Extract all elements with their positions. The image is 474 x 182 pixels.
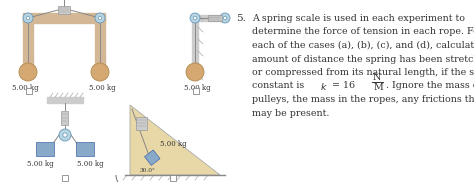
Text: amount of distance the spring has been stretched: amount of distance the spring has been s…	[252, 54, 474, 64]
Bar	[76, 142, 94, 156]
Bar	[26, 88, 32, 94]
Bar	[193, 88, 199, 94]
Circle shape	[63, 133, 67, 137]
Circle shape	[95, 13, 105, 23]
Polygon shape	[145, 150, 160, 165]
Text: or compressed from its natural length, if the spring: or compressed from its natural length, i…	[252, 68, 474, 77]
Bar	[62, 175, 68, 181]
Text: = 16: = 16	[329, 82, 355, 90]
Text: each of the cases (a), (b), (c), and (d), calculate the: each of the cases (a), (b), (c), and (d)…	[252, 41, 474, 50]
Circle shape	[193, 16, 197, 20]
Bar	[208, 15, 222, 21]
Bar	[58, 6, 70, 14]
Circle shape	[91, 63, 109, 81]
Text: N: N	[373, 72, 382, 82]
Bar	[170, 175, 176, 181]
Text: 5.00 kg: 5.00 kg	[89, 84, 115, 92]
Text: 5.00 kg: 5.00 kg	[77, 160, 103, 168]
Bar	[62, 110, 69, 124]
Circle shape	[223, 16, 227, 20]
Circle shape	[19, 63, 37, 81]
Circle shape	[59, 129, 71, 141]
Text: may be present.: may be present.	[252, 108, 329, 118]
Circle shape	[220, 13, 230, 23]
Text: 30.0°: 30.0°	[140, 168, 156, 173]
Text: . Ignore the mass of the: . Ignore the mass of the	[386, 82, 474, 90]
Text: $k$: $k$	[320, 82, 328, 92]
Text: 5.00 kg: 5.00 kg	[12, 84, 38, 92]
Text: M: M	[374, 84, 384, 92]
Text: 5.: 5.	[236, 14, 246, 23]
Circle shape	[26, 16, 30, 20]
Text: 5.00 kg: 5.00 kg	[184, 84, 210, 92]
Bar	[36, 142, 54, 156]
Polygon shape	[130, 105, 220, 175]
Bar	[137, 116, 147, 130]
Circle shape	[186, 63, 204, 81]
Text: determine the force of tension in each rope. For: determine the force of tension in each r…	[252, 27, 474, 37]
Text: 5.00 kg: 5.00 kg	[27, 160, 53, 168]
Circle shape	[23, 13, 33, 23]
Text: A spring scale is used in each experiment to: A spring scale is used in each experimen…	[252, 14, 465, 23]
Circle shape	[98, 16, 102, 20]
Circle shape	[190, 13, 200, 23]
Text: pulleys, the mass in the ropes, any frictions that: pulleys, the mass in the ropes, any fric…	[252, 95, 474, 104]
Text: 5.00 kg: 5.00 kg	[160, 140, 187, 148]
Text: constant is: constant is	[252, 82, 307, 90]
